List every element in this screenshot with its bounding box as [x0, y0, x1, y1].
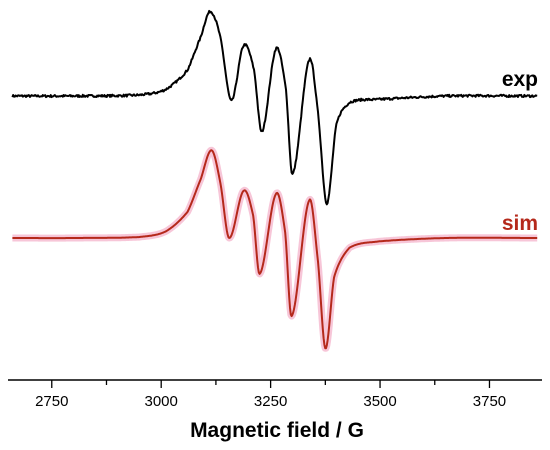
x-tick-label: 3250	[254, 393, 287, 410]
series-line-exp	[11, 9, 538, 206]
x-tick-label: 2750	[35, 393, 68, 410]
x-axis-ticks: 2750 3000 3250 3500 3750	[35, 380, 506, 410]
series-glow-sim	[9, 146, 540, 352]
x-axis-title: Magnetic field / G	[190, 419, 364, 442]
curve-layer	[11, 9, 538, 350]
series-label-exp: exp	[502, 68, 538, 91]
x-tick-label: 3000	[145, 393, 178, 410]
x-tick-label: 3750	[473, 393, 506, 410]
series-line-sim	[12, 149, 538, 350]
glow-layer	[9, 146, 540, 352]
x-tick-label: 3500	[363, 393, 396, 410]
series-label-sim: sim	[502, 212, 538, 235]
